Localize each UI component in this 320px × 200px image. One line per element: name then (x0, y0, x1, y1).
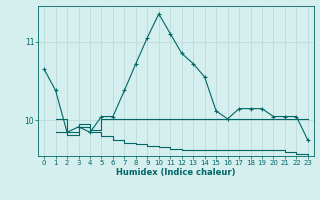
X-axis label: Humidex (Indice chaleur): Humidex (Indice chaleur) (116, 168, 236, 177)
